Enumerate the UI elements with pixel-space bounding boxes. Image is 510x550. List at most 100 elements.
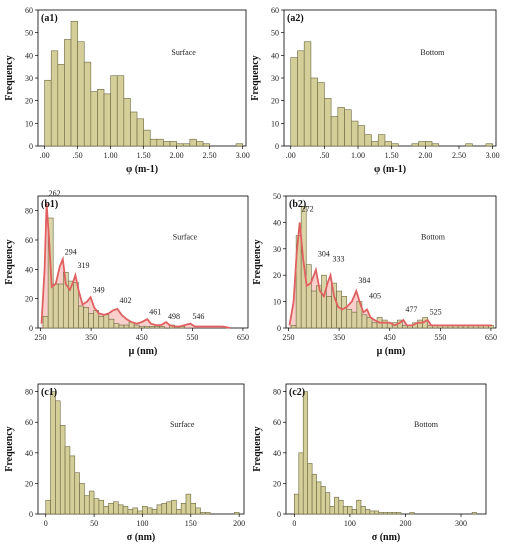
bar xyxy=(103,314,110,329)
y-axis-label: Frequency xyxy=(252,239,263,284)
bar xyxy=(84,495,90,515)
bar xyxy=(122,506,129,515)
bar xyxy=(365,509,371,515)
y-tick-label: 40 xyxy=(273,449,281,458)
x-tick-label: 100 xyxy=(136,519,148,528)
bar xyxy=(195,507,201,515)
chart-panel-a2: .00 .50 1.00 1.50 2.00 2.50 3.00 0 10 20 30 40 50 60 φ… xyxy=(250,6,500,175)
y-tick-label: 0 xyxy=(277,324,281,333)
bar xyxy=(113,323,120,329)
bar xyxy=(371,141,379,147)
bar xyxy=(136,118,144,147)
x-tick-label: 200 xyxy=(233,519,245,528)
panel-label: (b1) xyxy=(41,199,58,210)
panel-label: (c2) xyxy=(289,387,305,398)
bar xyxy=(325,492,331,515)
bar xyxy=(341,296,348,329)
x-axis-label: σ (nm) xyxy=(127,532,156,543)
bar xyxy=(103,506,109,515)
bar xyxy=(163,141,171,147)
bar xyxy=(45,499,51,515)
bar xyxy=(298,452,304,515)
bar xyxy=(151,509,158,515)
bar xyxy=(127,509,134,515)
annotation-bottom: Bottom xyxy=(420,48,445,57)
x-axis-label: μ (nm) xyxy=(129,346,158,357)
bar xyxy=(431,143,440,147)
panel-label: (a2) xyxy=(287,13,304,24)
bar xyxy=(83,307,89,329)
bar xyxy=(381,319,388,329)
x-tick-label: 2.50 xyxy=(203,151,217,160)
y-axis-label: Frequency xyxy=(4,426,15,471)
bar xyxy=(156,138,164,147)
x-tick-label: 450 xyxy=(384,333,396,342)
annotation-surface: Surface xyxy=(173,233,198,242)
bar xyxy=(130,111,138,147)
bar xyxy=(235,143,244,147)
annotation-bottom: Bottom xyxy=(421,233,446,242)
bar xyxy=(396,512,402,515)
bar xyxy=(44,79,52,147)
bar xyxy=(154,326,160,329)
x-tick-label: 100 xyxy=(344,519,356,528)
y-tick-label: 80 xyxy=(273,388,281,397)
bar xyxy=(52,283,59,329)
bar xyxy=(113,501,119,515)
x-tick-label: .50 xyxy=(73,151,83,160)
x-tick-label: 3.00 xyxy=(486,151,500,160)
bar xyxy=(50,391,56,515)
y-axis-label: Frequency xyxy=(250,55,261,100)
x-tick-label: 1.00 xyxy=(351,151,365,160)
bar xyxy=(79,483,85,515)
peak-label: 262 xyxy=(49,189,61,198)
x-tick-label: .50 xyxy=(319,151,329,160)
bar xyxy=(337,107,345,147)
y-tick-label: 60 xyxy=(271,6,279,15)
chart-panel-c2: 0 100 200 300 0 20 40 60 80 σ (nm) Frequency (c2) Bo… xyxy=(252,383,487,543)
x-axis-label: φ (m-1) xyxy=(374,164,406,175)
bar xyxy=(185,493,192,515)
fit-curve-line xyxy=(288,222,492,327)
chart-panel-b1: 250 350 450 550 650 0 20 40 60 80 μ (nm) Frequency (… xyxy=(4,189,249,357)
x-tick-label: 200 xyxy=(399,519,411,528)
bar xyxy=(93,498,100,515)
bar xyxy=(108,502,114,515)
y-tick-label: 0 xyxy=(277,510,281,519)
x-tick-label: 650 xyxy=(237,333,249,342)
bar xyxy=(305,264,312,329)
bar xyxy=(302,391,308,515)
bar xyxy=(98,499,105,515)
bar xyxy=(369,510,375,515)
x-tick-label: 2.00 xyxy=(170,151,184,160)
y-tick-label: 40 xyxy=(271,51,279,60)
x-tick-label: 2.50 xyxy=(452,151,466,160)
x-axis-label: σ (nm) xyxy=(372,532,401,543)
y-tick-label: 80 xyxy=(25,388,33,397)
x-tick-label: .00 xyxy=(40,151,50,160)
bar xyxy=(324,98,332,147)
y-tick-label: 20 xyxy=(25,479,33,488)
bar xyxy=(297,50,305,147)
bar xyxy=(366,317,373,329)
y-tick-label: 0 xyxy=(29,142,33,151)
peak-label: 333 xyxy=(333,255,345,264)
bar xyxy=(351,509,357,515)
bar xyxy=(50,50,59,147)
bar xyxy=(137,510,143,515)
y-tick-label: 20 xyxy=(273,271,281,280)
x-tick-label: 3.00 xyxy=(236,151,250,160)
y-tick-label: 20 xyxy=(273,479,281,488)
bar xyxy=(108,318,115,329)
peak-label: 304 xyxy=(318,249,330,258)
bar xyxy=(326,296,332,329)
y-tick-label: 40 xyxy=(25,265,33,274)
bar xyxy=(73,282,79,329)
chart-panel-b2: 250 350 450 550 650 0 10 20 30 40 50 μ (nm) Frequenc… xyxy=(252,192,497,357)
panel-label: (c1) xyxy=(41,387,57,398)
bar xyxy=(88,490,95,515)
bar xyxy=(142,506,148,515)
bar xyxy=(471,512,477,515)
peak-label: 294 xyxy=(65,248,77,257)
